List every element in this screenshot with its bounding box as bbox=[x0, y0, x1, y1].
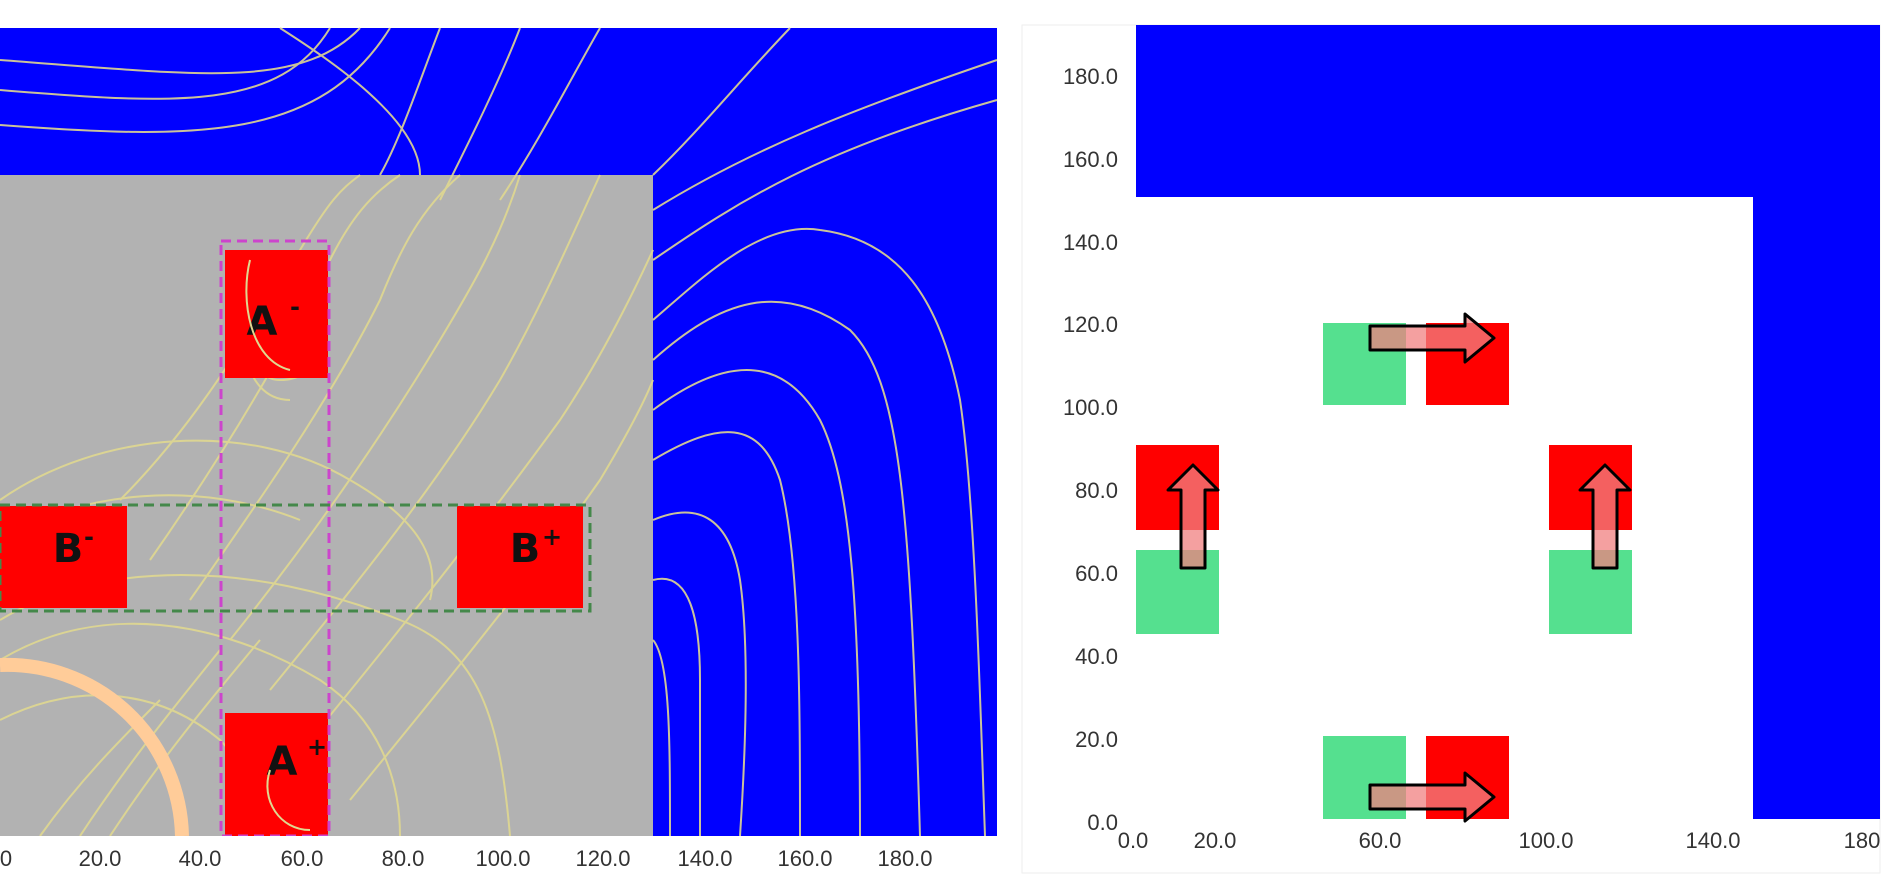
arrow-right-icon bbox=[1368, 771, 1496, 823]
rotor-arc bbox=[0, 657, 189, 837]
magnet-south bbox=[1549, 550, 1632, 634]
right-x-axis: 0.0 20.0 60.0 100.0 140.0 180 bbox=[1118, 828, 1881, 853]
right-x-tick: 0.0 bbox=[1118, 828, 1149, 853]
field-plot-panel: A - B - B + A + bbox=[0, 27, 1000, 875]
left-x-axis: 0 20.0 40.0 60.0 80.0 100.0 120.0 140.0 … bbox=[0, 846, 933, 871]
coil-a-minus-label: A bbox=[247, 299, 278, 345]
right-y-tick: 180.0 bbox=[1063, 64, 1118, 89]
right-y-tick: 60.0 bbox=[1075, 561, 1118, 586]
arrow-up-icon bbox=[1166, 463, 1220, 570]
coil-flux-lines bbox=[245, 259, 311, 831]
left-x-tick: 100.0 bbox=[475, 846, 530, 871]
coil-b-plus: B + bbox=[457, 506, 583, 608]
right-y-tick: 120.0 bbox=[1063, 312, 1118, 337]
field-plot-svg: A - B - B + A + bbox=[0, 27, 1000, 875]
left-x-tick: 0 bbox=[0, 846, 12, 871]
right-x-tick: 20.0 bbox=[1194, 828, 1237, 853]
magnet-south bbox=[1136, 550, 1219, 634]
phase-b-outline bbox=[0, 503, 592, 613]
right-y-tick: 80.0 bbox=[1075, 478, 1118, 503]
left-x-tick: 60.0 bbox=[281, 846, 324, 871]
left-x-tick: 120.0 bbox=[575, 846, 630, 871]
left-x-tick: 20.0 bbox=[79, 846, 122, 871]
axis-band bbox=[0, 836, 1000, 875]
coil-a-plus-sup: + bbox=[307, 733, 327, 761]
right-y-tick: 160.0 bbox=[1063, 147, 1118, 172]
coil-a-minus-sup: - bbox=[290, 293, 300, 321]
right-x-tick: 140.0 bbox=[1685, 828, 1740, 853]
left-x-tick: 40.0 bbox=[179, 846, 222, 871]
left-x-tick: 160.0 bbox=[777, 846, 832, 871]
magnetization-arrows bbox=[1166, 312, 1632, 823]
right-y-tick: 0.0 bbox=[1087, 810, 1118, 835]
right-y-tick: 20.0 bbox=[1075, 727, 1118, 752]
right-y-axis: 180.0 160.0 140.0 120.0 100.0 80.0 60.0 … bbox=[1063, 64, 1118, 835]
coil-b-plus-label: B bbox=[510, 526, 541, 572]
right-x-tick: 60.0 bbox=[1359, 828, 1402, 853]
magnet-layout-svg: 180.0 160.0 140.0 120.0 100.0 80.0 60.0 … bbox=[1021, 24, 1881, 874]
coil-a-plus-label: A bbox=[267, 739, 298, 785]
arrow-right-icon bbox=[1368, 312, 1496, 364]
left-x-tick: 180.0 bbox=[877, 846, 932, 871]
coil-a-minus: A - bbox=[225, 250, 328, 378]
air-right-region bbox=[1753, 25, 1880, 819]
coil-b-minus-sup: - bbox=[84, 523, 94, 551]
right-x-tick: 100.0 bbox=[1518, 828, 1573, 853]
right-y-tick: 100.0 bbox=[1063, 395, 1118, 420]
left-x-tick: 80.0 bbox=[382, 846, 425, 871]
right-x-tick: 180 bbox=[1844, 828, 1881, 853]
right-y-tick: 140.0 bbox=[1063, 230, 1118, 255]
right-y-tick: 40.0 bbox=[1075, 644, 1118, 669]
coil-b-plus-sup: + bbox=[542, 523, 562, 551]
arrow-up-icon bbox=[1578, 463, 1632, 570]
magnet-layout-panel: 180.0 160.0 140.0 120.0 100.0 80.0 60.0 … bbox=[1000, 0, 1883, 875]
coil-b-minus-label: B bbox=[53, 526, 84, 572]
left-x-tick: 140.0 bbox=[677, 846, 732, 871]
coil-a-plus: A + bbox=[225, 713, 328, 836]
coil-b-minus: B - bbox=[0, 506, 127, 608]
